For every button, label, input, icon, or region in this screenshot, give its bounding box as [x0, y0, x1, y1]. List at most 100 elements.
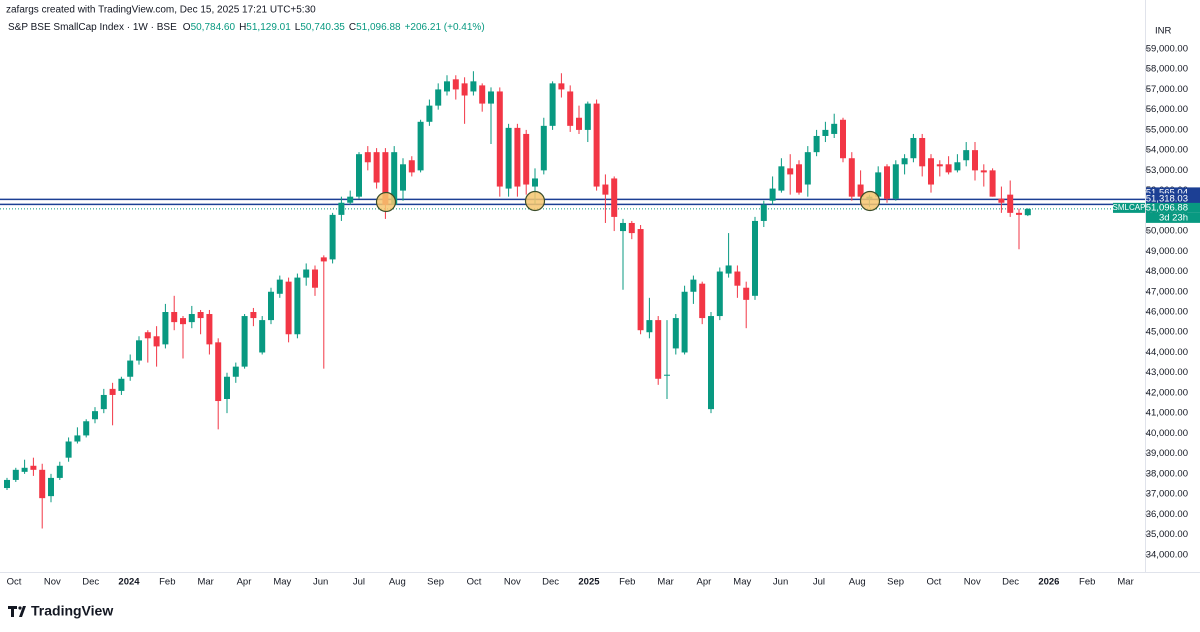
candle-body — [796, 164, 802, 193]
candle-body — [83, 421, 90, 436]
candle-body — [136, 340, 142, 361]
legend-text: L — [295, 22, 301, 33]
candle-body — [285, 281, 292, 335]
price-badge-label: 51,565.04 — [1146, 187, 1188, 198]
candle-body — [936, 164, 943, 167]
candle-body — [980, 170, 987, 173]
candle-body — [972, 150, 978, 171]
x-tick-label: May — [273, 577, 291, 588]
candle-body — [584, 103, 591, 130]
x-tick-label: Sep — [887, 577, 904, 588]
candle-body — [725, 265, 732, 274]
candle-body — [804, 152, 811, 185]
x-tick-label: Feb — [159, 577, 175, 588]
candle-body — [602, 184, 609, 195]
candle-body — [646, 320, 653, 333]
candle-body — [523, 133, 530, 185]
legend-text: 51,129.01 — [246, 22, 291, 33]
legend-text: 50,740.35 — [300, 22, 345, 33]
candle-body — [875, 172, 882, 197]
candle-body — [144, 332, 151, 339]
candle-body — [30, 465, 37, 470]
symbol-badge-label: SMLCAP — [1113, 203, 1146, 212]
price-badge — [1146, 187, 1200, 199]
candle-body — [347, 196, 354, 203]
candle-body — [576, 117, 582, 130]
x-tick-label: Mar — [197, 577, 213, 588]
candle-body — [540, 125, 547, 171]
candle-body — [752, 220, 758, 296]
brand-logo: TradingView — [8, 603, 113, 619]
candle-body — [303, 269, 310, 278]
candle-body — [188, 314, 195, 323]
x-tick-label: Jun — [773, 577, 788, 588]
candle-body — [162, 312, 169, 345]
candle-body — [197, 312, 204, 319]
x-tick-label: Dec — [82, 577, 99, 588]
candle-body — [558, 83, 565, 90]
x-tick-label: Nov — [504, 577, 521, 588]
candle-body — [549, 83, 556, 126]
y-tick-label: 40,000.00 — [1146, 428, 1188, 439]
y-tick-label: 38,000.00 — [1146, 468, 1188, 479]
x-tick-label: Feb — [1079, 577, 1095, 588]
price-badge-label: 51,318.03 — [1146, 193, 1188, 204]
candle-body — [840, 119, 846, 159]
candle-body — [831, 123, 838, 134]
x-tick-label: Apr — [237, 577, 252, 588]
candle-body — [690, 279, 697, 292]
candle-body — [452, 79, 459, 90]
y-tick-label: 58,000.00 — [1146, 64, 1188, 75]
logo-dot — [18, 606, 22, 610]
legend-text: +206.21 (+0.41%) — [405, 22, 485, 33]
highlight-circle — [859, 190, 881, 212]
y-tick-label: 37,000.00 — [1146, 489, 1188, 500]
candle-body — [857, 184, 864, 197]
y-tick-label: 45,000.00 — [1146, 327, 1188, 338]
candle-body — [294, 277, 301, 335]
candle-body — [505, 127, 512, 189]
candle-body — [884, 166, 890, 199]
candle-body — [928, 158, 934, 185]
candle-body — [496, 91, 503, 187]
candle-body — [892, 164, 899, 199]
logo-mark — [8, 606, 26, 617]
x-tick-label: Nov — [964, 577, 981, 588]
candle-body — [268, 291, 274, 321]
brand: TradingView — [31, 603, 113, 619]
candle-body — [391, 152, 398, 205]
candle-body — [400, 164, 406, 191]
candle-body — [479, 85, 486, 104]
y-tick-label: 59,000.00 — [1146, 43, 1188, 54]
x-tick-label: Dec — [1002, 577, 1019, 588]
candle-body — [655, 320, 662, 379]
candle-body — [470, 81, 477, 92]
candle-body — [435, 89, 442, 106]
candle-body — [312, 269, 318, 288]
candle-body — [417, 121, 424, 171]
candle-body — [681, 291, 688, 353]
candle-body — [215, 342, 222, 402]
x-tick-label: Dec — [542, 577, 559, 588]
candle-body — [901, 158, 908, 165]
candle-body — [461, 83, 468, 96]
candle-body — [593, 103, 600, 187]
y-tick-label: 36,000.00 — [1146, 509, 1188, 520]
candle-body — [778, 166, 785, 191]
candle-body — [180, 318, 186, 325]
symbol-badge — [1113, 202, 1145, 213]
candle-body — [276, 279, 283, 294]
candle-body — [232, 366, 239, 377]
candle-body — [109, 388, 116, 395]
candle-body — [514, 127, 521, 187]
y-tick-label: 43,000.00 — [1146, 367, 1188, 378]
candle-body — [998, 198, 1005, 203]
x-tick-label: Feb — [619, 577, 635, 588]
legend-text: C — [349, 22, 356, 33]
y-tick-label: 57,000.00 — [1146, 84, 1188, 95]
candle-body — [65, 441, 72, 458]
candle-body — [708, 316, 714, 410]
